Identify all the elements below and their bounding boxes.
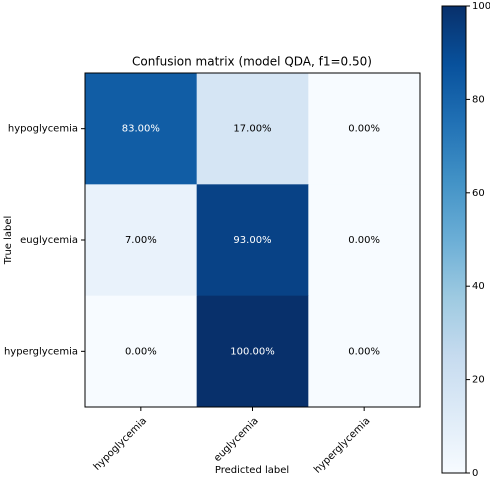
heatmap-cell	[196, 295, 309, 408]
chart-title: Confusion matrix (model QDA, f1=0.50)	[132, 55, 372, 69]
heatmap-cell	[196, 184, 309, 297]
heatmap-cell	[196, 73, 309, 185]
colorbar-tick-label: 80	[472, 94, 485, 105]
x-tick-label: hyperglycemia	[312, 415, 372, 475]
x-tick-label: hypoglycemia	[92, 415, 149, 472]
y-tick-label: euglycemia	[20, 235, 78, 246]
heatmap-cell	[308, 295, 421, 408]
cell-label: 100.00%	[230, 346, 275, 357]
heatmap-cell	[85, 295, 198, 408]
heatmap-cell	[85, 73, 198, 185]
colorbar-tick-label: 40	[472, 281, 485, 292]
cell-label: 7.00%	[125, 235, 157, 246]
cell-label: 17.00%	[233, 124, 271, 135]
y-tick-label: hyperglycemia	[4, 346, 78, 357]
heatmap-cell	[308, 184, 421, 297]
heatmap-cell	[85, 184, 198, 297]
x-tick-label: euglycemia	[212, 415, 261, 464]
y-axis-label: True label	[3, 216, 14, 266]
cell-label: 93.00%	[233, 235, 271, 246]
cell-label: 0.00%	[348, 124, 380, 135]
cell-label: 0.00%	[348, 235, 380, 246]
colorbar	[441, 5, 467, 474]
colorbar-tick-label: 0	[472, 468, 478, 479]
x-axis-label: Predicted label	[215, 465, 289, 476]
colorbar-tick-label: 20	[472, 375, 485, 386]
cell-label: 0.00%	[348, 346, 380, 357]
cell-label: 83.00%	[122, 124, 160, 135]
heatmap-cell	[308, 73, 421, 185]
colorbar-tick-label: 100	[472, 1, 490, 12]
colorbar-tick-label: 60	[472, 188, 485, 199]
y-tick-label: hypoglycemia	[8, 124, 78, 135]
cell-label: 0.00%	[125, 346, 157, 357]
